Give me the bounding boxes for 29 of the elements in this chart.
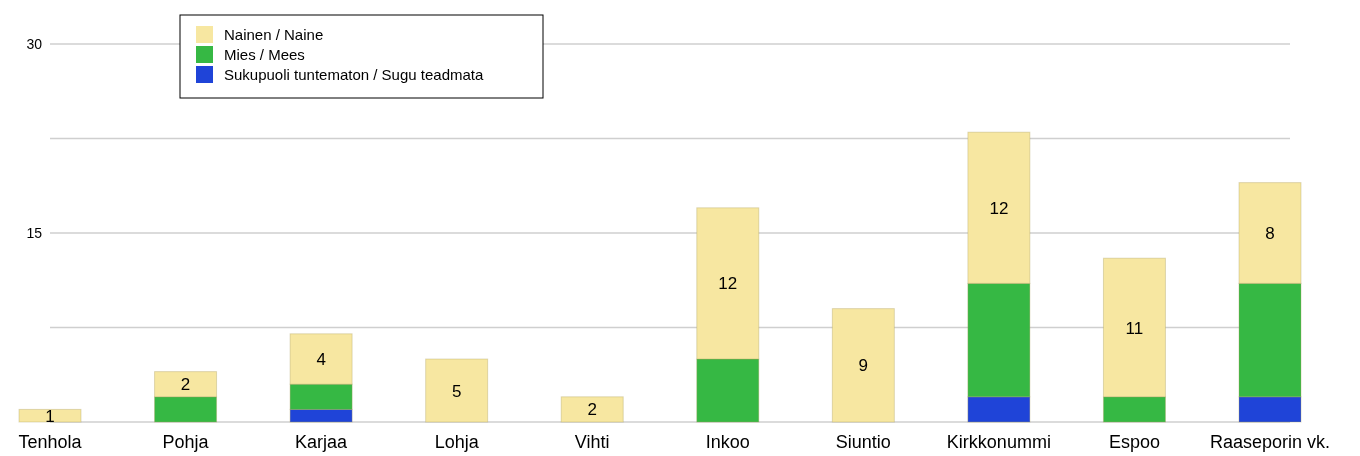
x-tick-label: Raaseporin vk.: [1209, 432, 1331, 452]
x-tick-label: Tenhola: [18, 432, 83, 452]
x-tick-label: Lohja: [434, 432, 480, 452]
legend-label: Nainen / Naine: [224, 26, 324, 43]
bar: [18, 408, 82, 423]
bar: [560, 396, 624, 423]
x-tick-label: Espoo: [1108, 432, 1160, 452]
data-label: 8: [1265, 224, 1275, 243]
legend-label: Sukupuoli tuntematon / Sugu teadmata: [224, 66, 484, 83]
x-tick-label: Inkoo: [705, 432, 750, 452]
data-label: 4: [316, 350, 326, 369]
bar: [831, 308, 895, 423]
data-label: 12: [989, 198, 1009, 218]
data-label: 2: [587, 400, 597, 420]
data-label: 9: [858, 356, 869, 376]
x-tick-label: Karjaa: [295, 432, 349, 452]
x-tick-label: Pohja: [162, 432, 210, 452]
y-tick-label: 15: [26, 225, 43, 241]
x-tick-label: Kirkkonummi: [946, 432, 1051, 452]
data-label: 2: [180, 375, 191, 395]
y-tick-label: 30: [26, 36, 43, 52]
data-label: 12: [718, 274, 738, 294]
data-label: 11: [1125, 318, 1144, 338]
data-label: 5: [451, 381, 462, 401]
data-label: 1: [45, 406, 55, 426]
legend-label: Mies / Mees: [224, 46, 305, 63]
bar: [425, 358, 489, 423]
x-tick-label: Siuntio: [835, 432, 891, 452]
x-tick-label: Vihti: [574, 432, 610, 452]
